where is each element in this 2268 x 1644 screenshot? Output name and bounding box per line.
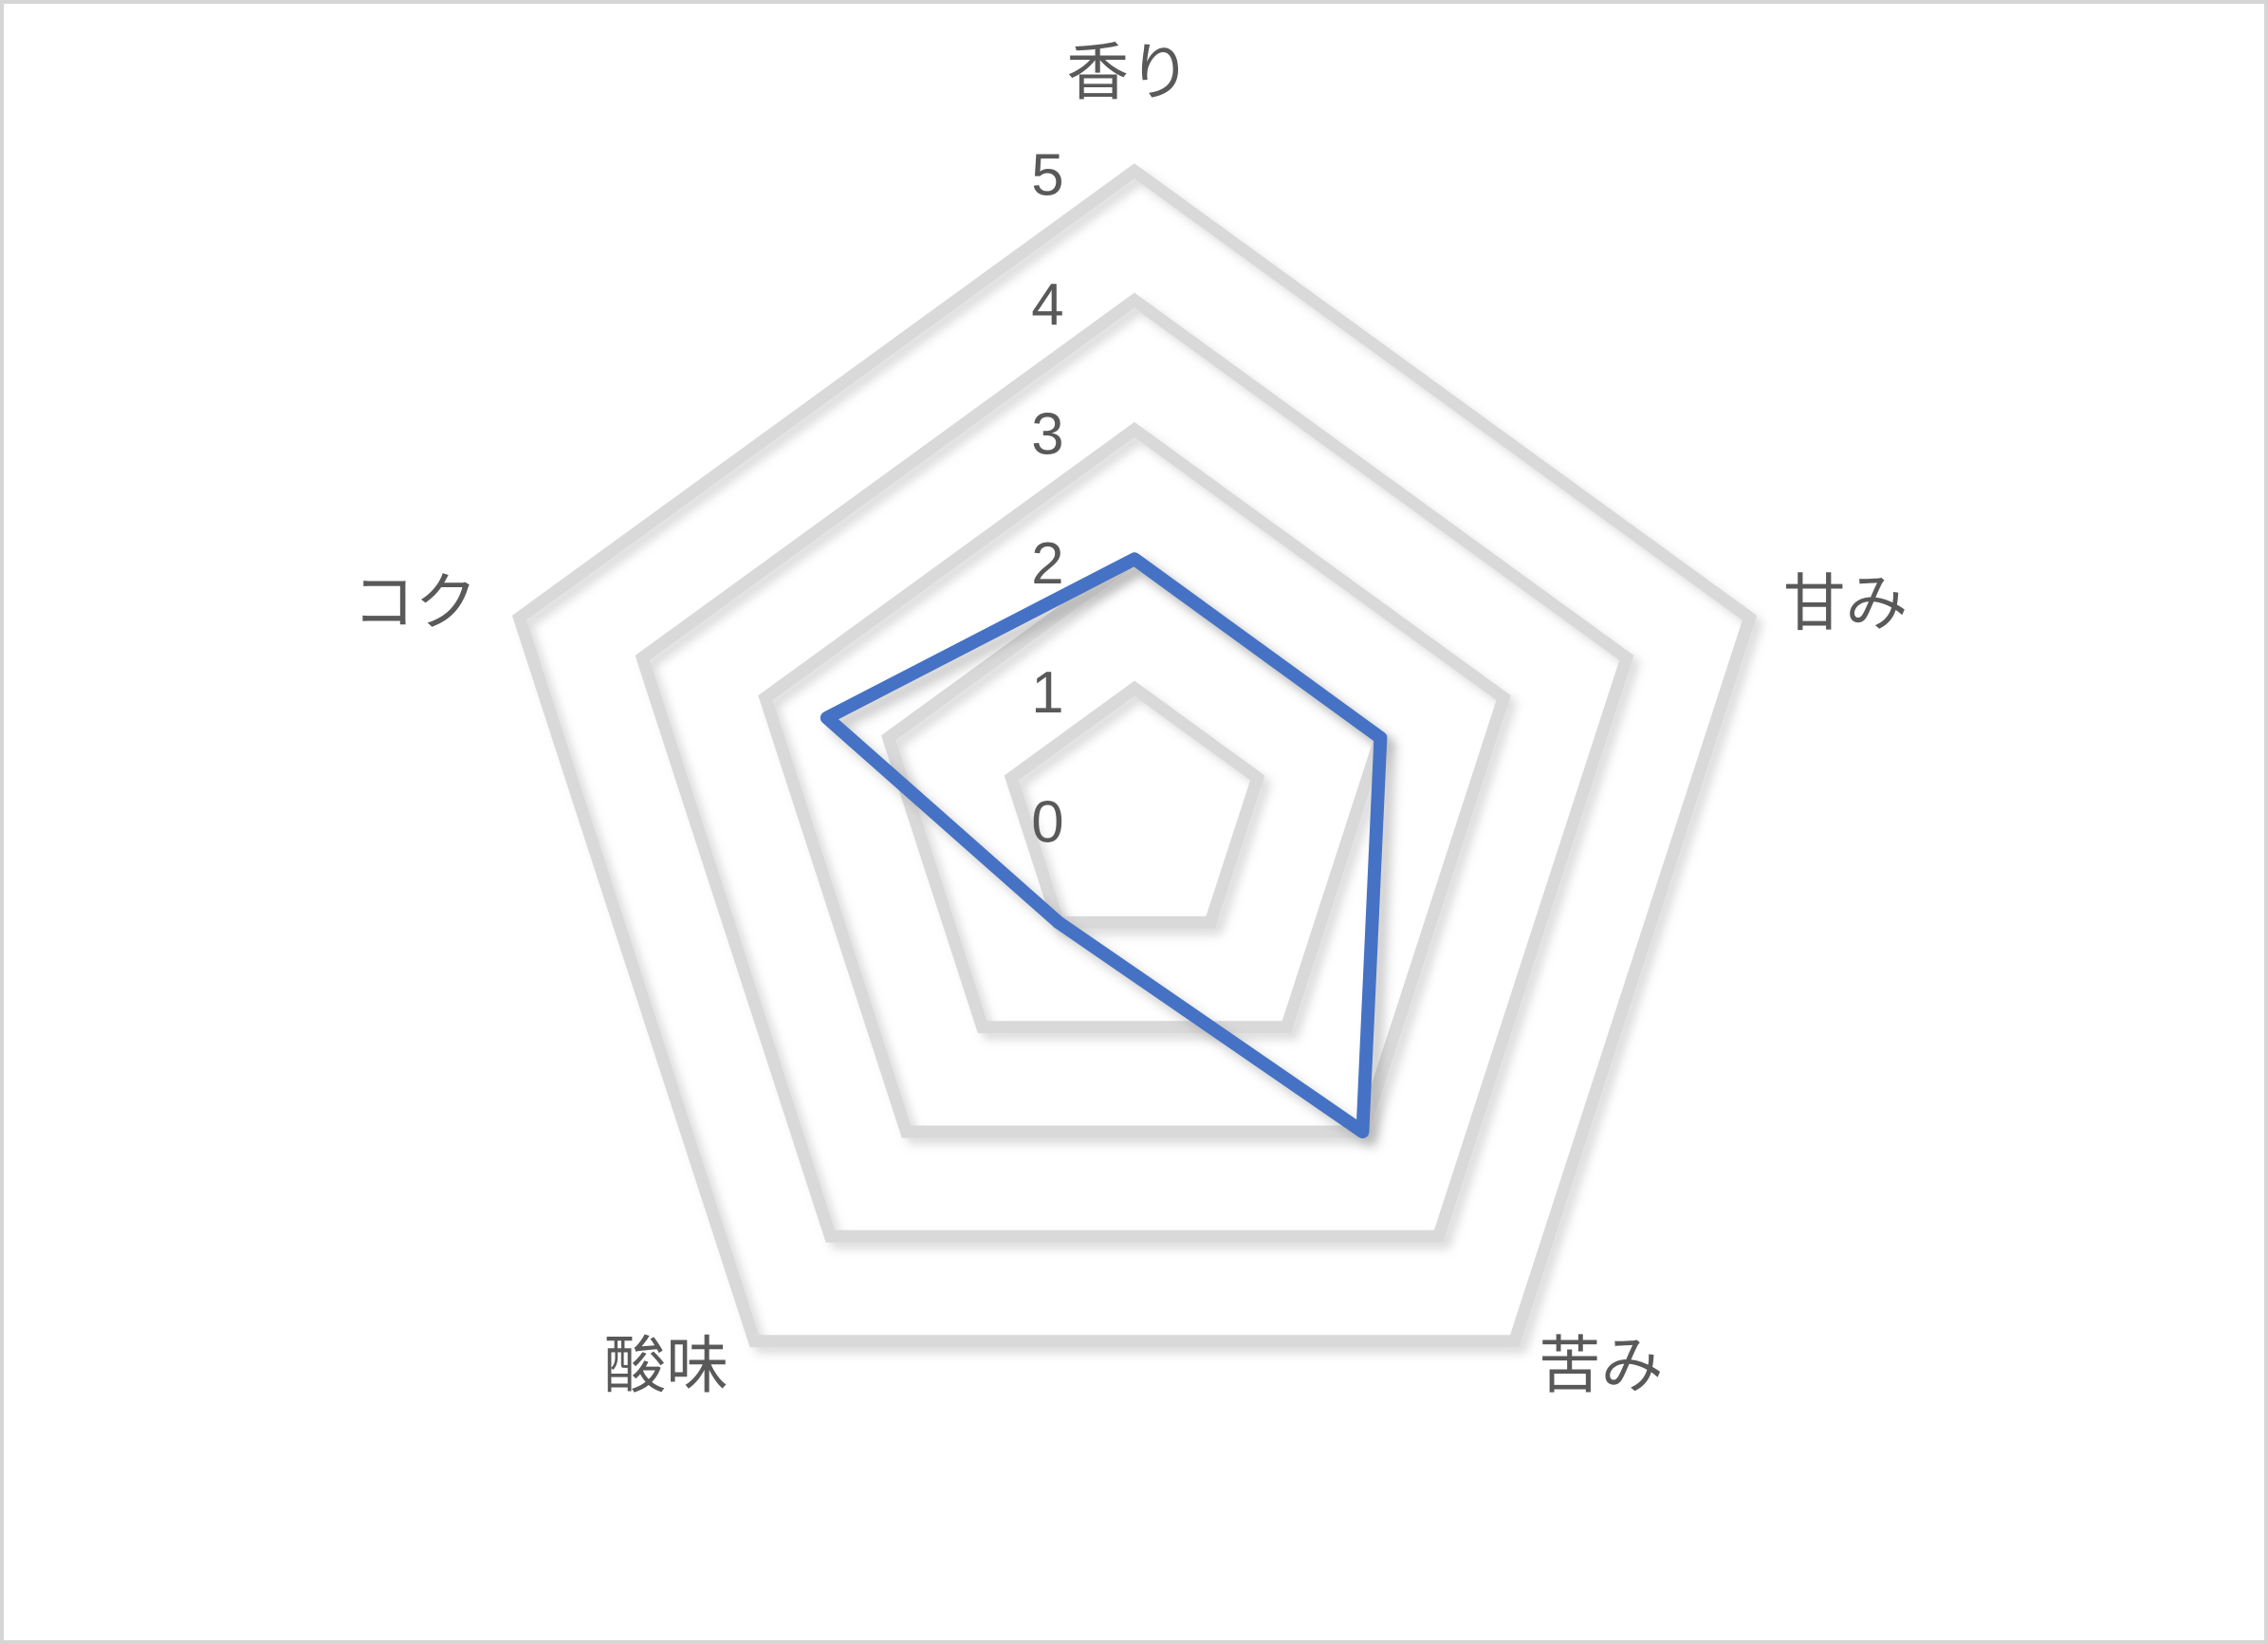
tick-label-1: 1 (1031, 660, 1063, 726)
grid-ring-3 (758, 421, 1511, 1138)
axis-label-2: 苦み (1539, 1331, 1663, 1400)
data-series-polygon (820, 552, 1388, 1138)
axis-label-0: 香り (1066, 38, 1190, 107)
grid-ring-4 (635, 292, 1634, 1243)
axis-label-4: コク (353, 568, 477, 637)
tick-label-0: 0 (1031, 789, 1063, 855)
axis-ticks: 5 4 3 2 1 0 (1031, 143, 1063, 856)
axis-label-3: 酸味 (604, 1331, 728, 1400)
grid-ring-1 (1004, 680, 1265, 929)
tick-label-3: 3 (1031, 401, 1063, 467)
grid-ring-5 (511, 163, 1758, 1348)
tick-label-5: 5 (1031, 143, 1063, 209)
tick-label-4: 4 (1031, 272, 1063, 338)
chart-background (5, 4, 2263, 1640)
axis-label-1: 甘み (1783, 569, 1908, 638)
tick-label-2: 2 (1031, 531, 1063, 597)
